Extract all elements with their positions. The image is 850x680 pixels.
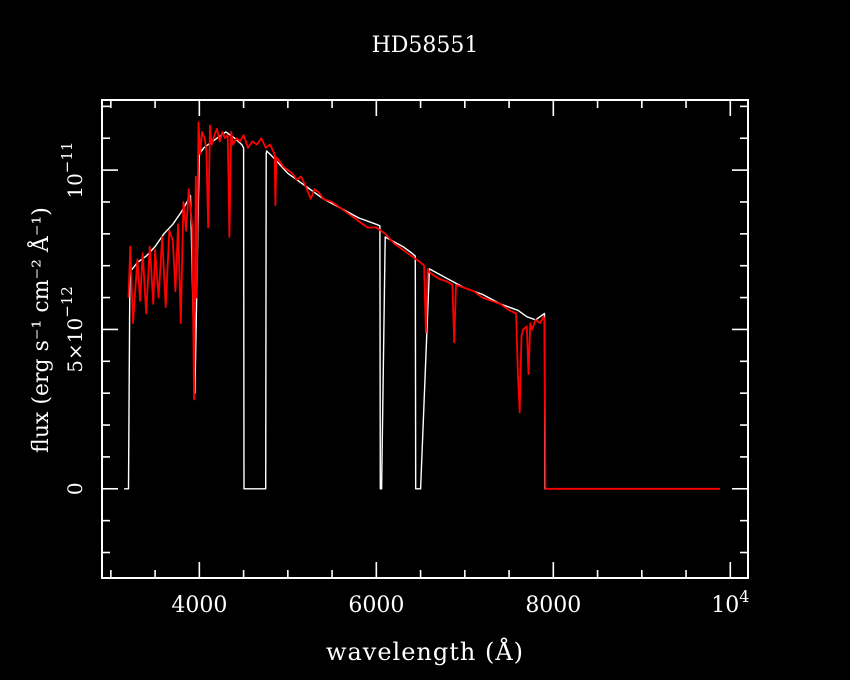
series-layer xyxy=(124,121,720,490)
chart-title: HD58551 xyxy=(372,33,479,58)
series-line-1 xyxy=(127,121,720,490)
y-tick-label-exponent: −12 xyxy=(58,286,76,318)
x-tick-label: 6000 xyxy=(348,593,404,618)
axes-layer xyxy=(101,99,749,579)
x-tick-label: 4000 xyxy=(171,593,227,618)
y-tick-label-group: 0 xyxy=(63,482,87,495)
y-tick-label-exponent: −11 xyxy=(58,142,76,174)
x-axis-label: wavelength (Å) xyxy=(326,637,524,666)
y-tick-label: 0 xyxy=(63,482,87,495)
x-tick-label-exponent: 4 xyxy=(739,587,749,606)
y-axis-label: flux (erg s⁻¹ cm⁻² Å⁻¹) xyxy=(26,207,54,453)
plot-frame xyxy=(101,99,749,579)
x-tick-label: 8000 xyxy=(525,593,581,618)
